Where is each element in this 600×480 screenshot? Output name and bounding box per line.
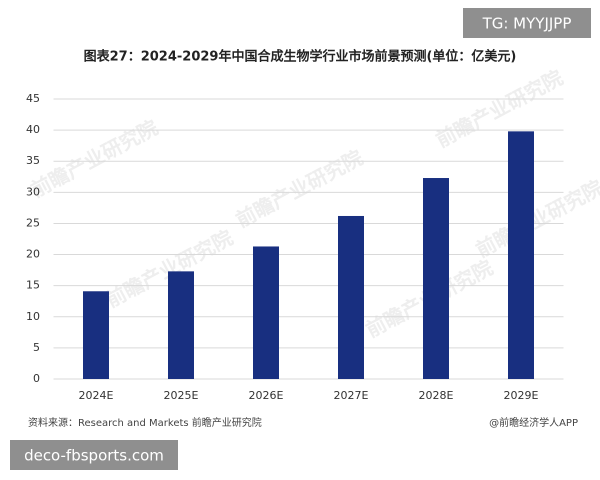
x-tick-label: 2027E <box>334 389 369 402</box>
credit: @前瞻经济学人APP <box>489 416 578 429</box>
y-tick-label: 10 <box>26 310 40 323</box>
y-tick-label: 0 <box>33 372 40 385</box>
x-tick-label: 2024E <box>79 389 114 402</box>
overlay-box <box>10 440 178 470</box>
x-tick-label: 2028E <box>419 389 454 402</box>
overlay-text: TG: MYYJJPP <box>482 15 572 33</box>
bar <box>168 271 194 379</box>
source: 资料来源：Research and Markets 前瞻产业研究院 <box>28 416 262 429</box>
y-tick-label: 45 <box>26 92 40 105</box>
y-tick-label: 35 <box>26 154 40 167</box>
chart-title: 图表27：2024-2029年中国合成生物学行业市场前景预测(单位：亿美元) <box>84 49 517 65</box>
bar <box>253 246 279 379</box>
y-tick-label: 40 <box>26 123 40 136</box>
y-tick-label: 5 <box>33 341 40 354</box>
x-tick-label: 2025E <box>164 389 199 402</box>
y-tick-label: 20 <box>26 248 40 261</box>
x-tick-label: 2026E <box>249 389 284 402</box>
y-tick-label: 25 <box>26 216 40 229</box>
bar <box>338 215 364 379</box>
bar <box>423 178 449 379</box>
bar <box>508 131 534 379</box>
plot: 0 5 10 15 20 25 30 35 40 45 2024E 2025E 2026E 2027E 20… <box>26 92 564 402</box>
x-tick-label: 2029E <box>504 389 539 402</box>
y-tick-label: 30 <box>26 185 40 198</box>
overlay-box <box>463 8 591 38</box>
overlay-text: deco-fbsports.com <box>24 447 164 465</box>
bar <box>83 291 109 379</box>
y-tick-label: 15 <box>26 279 40 292</box>
